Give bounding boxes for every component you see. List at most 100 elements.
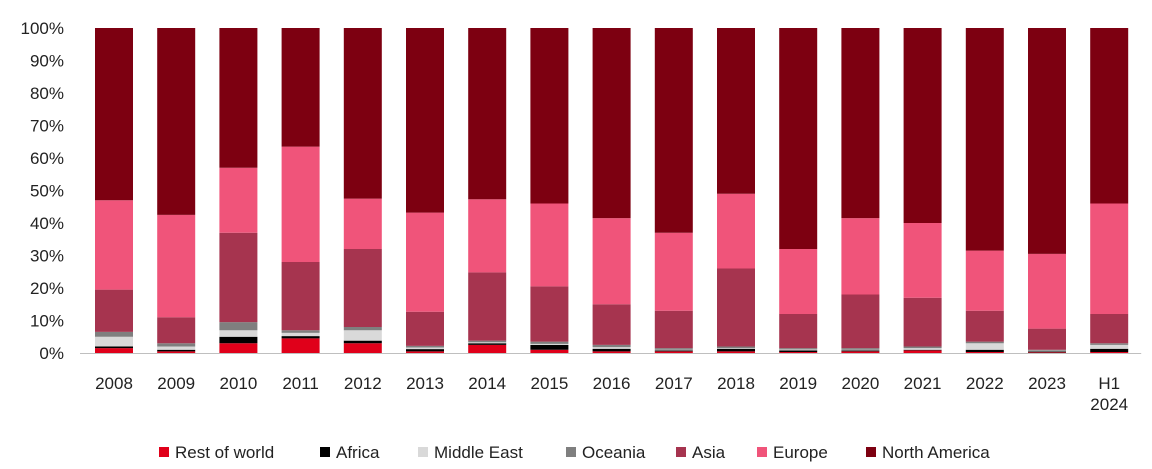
bar-segment-asia [468, 272, 507, 341]
bar-segment-rest-of-world [1090, 352, 1129, 353]
legend-swatch-africa [320, 447, 330, 457]
bar-segment-rest-of-world [841, 351, 880, 354]
bar-segment-north-america [468, 28, 507, 200]
bar-segment-asia [841, 294, 880, 349]
x-tick-label: 2014 [468, 374, 506, 393]
x-tick-label: 2011 [282, 374, 319, 393]
y-tick-label: 20% [30, 279, 64, 298]
bar-segment-middle-east [654, 349, 693, 351]
bar-segment-rest-of-world [717, 351, 755, 354]
bar-segment-middle-east [343, 330, 382, 341]
bar-segment-oceania [95, 331, 133, 337]
bar-segment-africa [219, 336, 258, 344]
x-tick-label: 2020 [841, 374, 879, 393]
x-tick-label: 2017 [655, 374, 693, 393]
bar-segment-oceania [343, 327, 382, 331]
bar-segment-oceania [530, 341, 569, 344]
bar-segment-asia [219, 232, 258, 323]
bar-segment-middle-east [281, 332, 320, 337]
bar-segment-middle-east [965, 343, 1004, 350]
bar-segment-europe [592, 218, 631, 305]
bar-segment-middle-east [1028, 350, 1066, 352]
bar-segment-asia [903, 297, 942, 347]
bar-segment-europe [95, 200, 133, 290]
bar-segment-middle-east [717, 348, 755, 349]
bar-segment-rest-of-world [1028, 352, 1066, 353]
legend-swatch-oceania [566, 447, 576, 457]
bar-segment-rest-of-world [406, 351, 444, 354]
y-tick-label: 0% [39, 344, 64, 363]
bar-segment-asia [717, 268, 755, 347]
bar-segment-oceania [717, 346, 755, 349]
bar-segment-middle-east [592, 347, 631, 349]
x-tick-label: 2013 [406, 374, 444, 393]
x-tick-label: 2010 [219, 374, 257, 393]
bar-segment-north-america [592, 28, 631, 219]
bar-segment-oceania [841, 348, 880, 350]
bar-segment-africa [1028, 351, 1066, 353]
bar-segment-rest-of-world [468, 344, 507, 354]
legend-label-oceania: Oceania [582, 443, 646, 462]
bar-segment-africa [654, 350, 693, 352]
bar-segment-africa [903, 349, 942, 351]
bar-segment-middle-east [406, 347, 444, 350]
y-tick-label: 70% [30, 117, 64, 136]
bar-segment-oceania [157, 343, 196, 347]
bar-segment-asia [592, 304, 631, 345]
x-tick-label: 2015 [530, 374, 568, 393]
x-tick-label: 2021 [904, 374, 942, 393]
bar-segment-north-america [779, 28, 818, 249]
bar-segment-africa [343, 340, 382, 344]
bar-segment-middle-east [95, 336, 133, 347]
bar-segment-rest-of-world [219, 343, 258, 353]
bar-segment-oceania [1028, 349, 1066, 351]
bar-segment-north-america [281, 28, 320, 147]
bar-segment-middle-east [157, 346, 196, 350]
bar-segment-rest-of-world [281, 338, 320, 354]
bar-segment-middle-east [468, 342, 507, 344]
bar-segment-oceania [592, 344, 631, 348]
legend-swatch-north-america [866, 447, 876, 457]
legend-label-north-america: North America [882, 443, 990, 462]
y-tick-label: 30% [30, 247, 64, 266]
bar-segment-europe [779, 249, 818, 314]
bar-segment-europe [965, 250, 1004, 311]
bar-segment-north-america [343, 28, 382, 199]
bars [95, 28, 1129, 354]
bar-segment-oceania [965, 341, 1004, 344]
legend-label-middle-east: Middle East [434, 443, 523, 462]
bar-segment-europe [717, 193, 755, 269]
bar-segment-asia [157, 317, 196, 344]
bar-segment-oceania [654, 348, 693, 350]
bar-segment-north-america [157, 28, 196, 215]
bar-segment-rest-of-world [654, 351, 693, 354]
bar-segment-oceania [219, 322, 258, 331]
y-tick-label: 90% [30, 52, 64, 71]
x-tick-label: 2012 [344, 374, 382, 393]
bar-segment-north-america [95, 28, 133, 201]
bar-segment-rest-of-world [965, 352, 1004, 353]
bar-segment-africa [965, 349, 1004, 353]
bar-segment-north-america [219, 28, 258, 168]
x-tick-label: H1 2024 [1090, 374, 1128, 414]
bar-segment-oceania [903, 346, 942, 349]
bar-segment-rest-of-world [592, 351, 631, 354]
y-tick-label: 40% [30, 214, 64, 233]
bar-segment-middle-east [530, 343, 569, 345]
bar-segment-rest-of-world [530, 349, 569, 353]
bar-segment-africa [157, 349, 196, 352]
bar-segment-north-america [965, 28, 1004, 251]
bar-segment-europe [654, 232, 693, 311]
legend-label-rest-of-world: Rest of world [175, 443, 274, 462]
legend-swatch-rest-of-world [159, 447, 169, 457]
bar-segment-africa [530, 344, 569, 350]
x-tick-label: 2022 [966, 374, 1004, 393]
bar-segment-oceania [468, 340, 507, 343]
y-tick-label: 80% [30, 84, 64, 103]
bar-segment-africa [1090, 348, 1129, 353]
y-tick-label: 100% [21, 19, 64, 38]
legend-swatch-middle-east [418, 447, 428, 457]
bar-segment-north-america [1028, 28, 1066, 254]
bar-segment-oceania [406, 345, 444, 348]
bar-segment-north-america [717, 28, 755, 194]
